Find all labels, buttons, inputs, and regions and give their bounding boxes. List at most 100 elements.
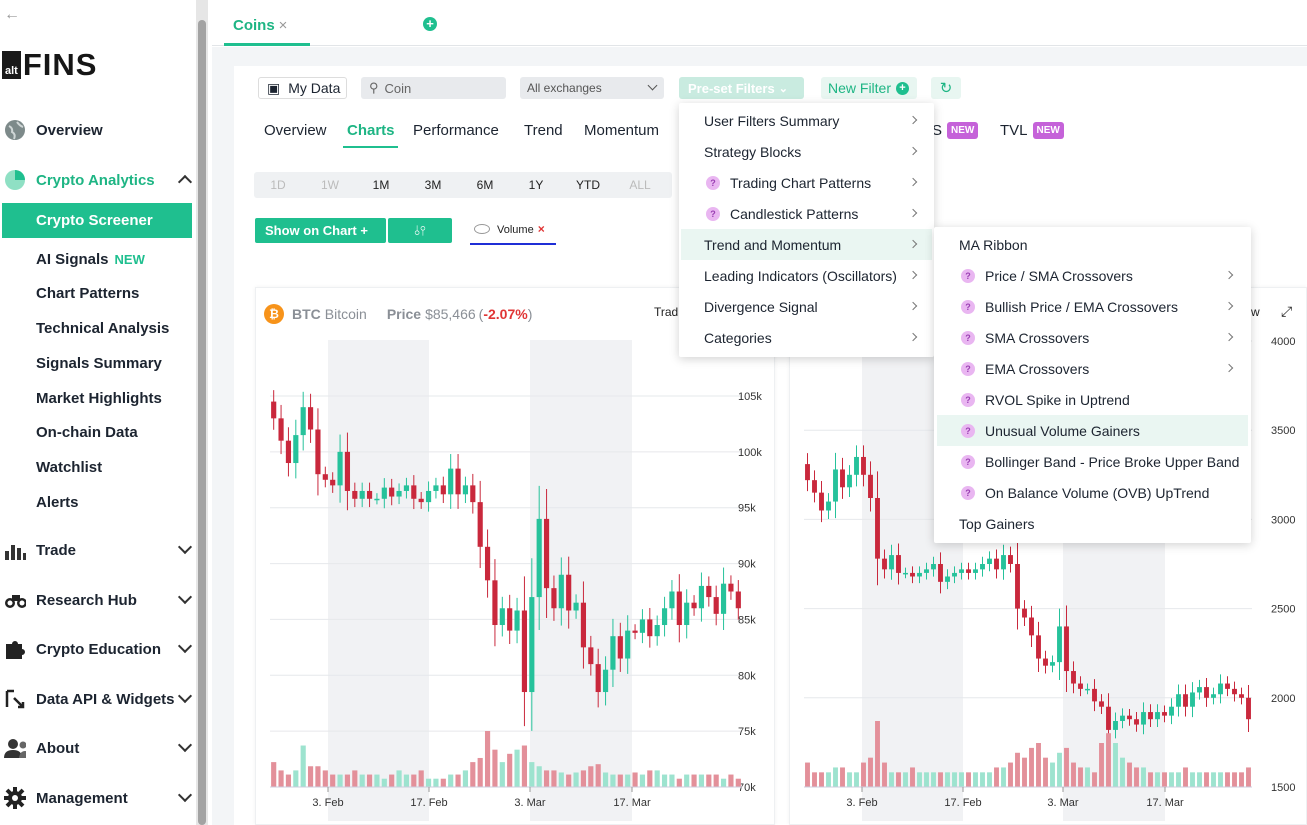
candle [529, 597, 535, 693]
candle [588, 647, 594, 665]
nav-about[interactable]: About [0, 730, 196, 766]
candle [833, 469, 838, 502]
view-link[interactable]: w [1251, 305, 1260, 319]
chevron-right-icon [1224, 301, 1234, 311]
period-6m[interactable]: 6M [476, 178, 494, 192]
coin-symbol[interactable]: BTC [292, 306, 321, 322]
nav-chart-patterns[interactable]: Chart Patterns [36, 285, 140, 302]
menu-item-divergence-signal[interactable]: Divergence Signal [681, 291, 932, 322]
nav-alerts[interactable]: Alerts [36, 494, 79, 511]
arrow-left-icon[interactable]: ← [4, 6, 20, 23]
submenu-item-rvol-spike-in-uptrend[interactable]: ? RVOL Spike in Uptrend [937, 384, 1248, 415]
period-1d[interactable]: 1D [270, 178, 286, 192]
close-icon[interactable]: × [278, 17, 288, 34]
candle [676, 591, 682, 626]
menu-item-trend-and-momentum[interactable]: Trend and Momentum [681, 229, 932, 260]
subtab-performance[interactable]: Performance [413, 122, 499, 139]
subtab-momentum[interactable]: Momentum [584, 122, 660, 139]
gear-icon [4, 787, 26, 809]
nav-crypto-screener[interactable]: Crypto Screener [2, 203, 192, 238]
volume-indicator-tag[interactable]: Volume × [470, 221, 556, 245]
refresh-button[interactable]: ↻ [931, 77, 961, 99]
y-tick-label: 80k [738, 670, 756, 682]
nav-data-api[interactable]: Data API & Widgets [0, 681, 196, 717]
volume-bar [492, 749, 498, 787]
candle [1036, 635, 1041, 659]
nav-onchain-data[interactable]: On-chain Data [36, 424, 138, 441]
nav-overview[interactable]: Overview [0, 112, 196, 148]
volume-bar [300, 745, 306, 787]
subtab-trend[interactable]: Trend [524, 122, 563, 139]
menu-item-strategy-blocks[interactable]: Strategy Blocks [681, 136, 932, 167]
candle [1204, 687, 1209, 698]
nav-ai-signals[interactable]: AI Signals NEW [36, 251, 145, 268]
candle [307, 407, 314, 430]
tab-coins[interactable]: Coins × [233, 17, 287, 34]
btc-candlestick-chart[interactable]: 105k 100k 95k 90k 85k 80k 75k 70k 3. Feb 17. Feb 3… [256, 288, 776, 825]
period-3m[interactable]: 3M [424, 178, 442, 192]
candle [536, 518, 542, 598]
nav-signals-summary[interactable]: Signals Summary [36, 355, 162, 372]
menu-item-categories[interactable]: Categories [681, 322, 932, 353]
subtab-overview[interactable]: Overview [264, 122, 327, 139]
nav-watchlist[interactable]: Watchlist [36, 459, 103, 476]
candle [1169, 706, 1174, 716]
price-value: $85,466 [425, 306, 476, 322]
period-1y[interactable]: 1Y [528, 178, 544, 192]
candle [374, 498, 380, 501]
new-filter-button[interactable]: New Filter + [821, 77, 917, 99]
coin-search-input[interactable]: ⚲ Coin [361, 77, 506, 99]
candle [931, 564, 936, 570]
my-data-button[interactable]: ▣ My Data [258, 77, 347, 99]
period-1m[interactable]: 1M [372, 178, 390, 192]
nav-trade[interactable]: Trade [0, 532, 196, 568]
exchanges-select[interactable]: All exchanges [520, 77, 664, 99]
subtab-s[interactable]: S NEW [932, 122, 979, 139]
volume-bar [359, 774, 365, 787]
submenu-item-bollinger-band-price-broke-upper-band[interactable]: ? Bollinger Band - Price Broke Upper Band [937, 446, 1248, 477]
x-tick-label: 17. Mar [1146, 797, 1184, 809]
nav-trade-label: Trade [36, 541, 77, 559]
preset-filters-button[interactable]: Pre-set Filters ⌄ [679, 77, 804, 99]
add-tab-icon[interactable]: + [423, 17, 437, 31]
submenu-item-sma-crossovers[interactable]: ? SMA Crossovers [937, 322, 1248, 353]
candle [826, 501, 831, 511]
expand-icon[interactable]: ⤢ [1281, 303, 1293, 319]
nav-management[interactable]: Management [0, 780, 196, 816]
submenu-item-top-gainers[interactable]: Top Gainers [937, 508, 1248, 539]
nav-market-highlights[interactable]: Market Highlights [36, 390, 162, 407]
menu-item-candlestick-patterns[interactable]: ? Candlestick Patterns [681, 198, 932, 229]
volume-bar [1085, 767, 1090, 787]
submenu-item-ema-crossovers[interactable]: ? EMA Crossovers [937, 353, 1248, 384]
eye-icon[interactable] [474, 224, 490, 234]
trading-view-link[interactable]: Trad [654, 305, 679, 319]
period-1w[interactable]: 1W [321, 178, 339, 192]
period-all[interactable]: ALL [629, 178, 651, 192]
indicator-settings-button[interactable]: ⫰⫯ [388, 218, 452, 243]
submenu-item-on-balance-volume-ovb-uptrend[interactable]: ? On Balance Volume (OVB) UpTrend [937, 477, 1248, 508]
eth-candlestick-chart[interactable]: 4000 3500 3000 2500 2000 1500 3. Feb 17. Feb 3. … [790, 288, 1307, 825]
menu-item-user-filters-summary[interactable]: User Filters Summary [681, 105, 932, 136]
candle [448, 468, 454, 495]
altfins-logo[interactable]: alt FINS [2, 48, 97, 82]
nav-technical-analysis[interactable]: Technical Analysis [36, 320, 170, 337]
volume-bar [669, 774, 675, 787]
nav-crypto-analytics[interactable]: Crypto Analytics [0, 162, 196, 198]
submenu-item-ma-ribbon[interactable]: MA Ribbon [937, 229, 1248, 260]
coin-name[interactable]: Bitcoin [324, 306, 367, 322]
submenu-item-bullish-price-ema-crossovers[interactable]: ? Bullish Price / EMA Crossovers [937, 291, 1248, 322]
menu-item-trading-chart-patterns[interactable]: ? Trading Chart Patterns [681, 167, 932, 198]
submenu-item-price-sma-crossovers[interactable]: ? Price / SMA Crossovers [937, 260, 1248, 291]
nav-research-hub[interactable]: Research Hub [0, 582, 196, 618]
period-ytd[interactable]: YTD [576, 178, 600, 192]
search-icon: ⚲ [369, 80, 379, 95]
show-on-chart-button[interactable]: Show on Chart + [255, 218, 386, 243]
subtab-tvl[interactable]: TVL NEW [1000, 122, 1064, 139]
submenu-item-unusual-volume-gainers[interactable]: ? Unusual Volume Gainers [937, 415, 1248, 446]
remove-volume-icon[interactable]: × [537, 222, 545, 236]
candle [566, 574, 572, 611]
subtab-charts[interactable]: Charts [347, 122, 395, 139]
nav-crypto-education[interactable]: Crypto Education [0, 631, 196, 667]
sidebar-scrollbar-thumb[interactable] [198, 20, 206, 825]
menu-item-leading-indicators-oscillators[interactable]: Leading Indicators (Oscillators) [681, 260, 932, 291]
